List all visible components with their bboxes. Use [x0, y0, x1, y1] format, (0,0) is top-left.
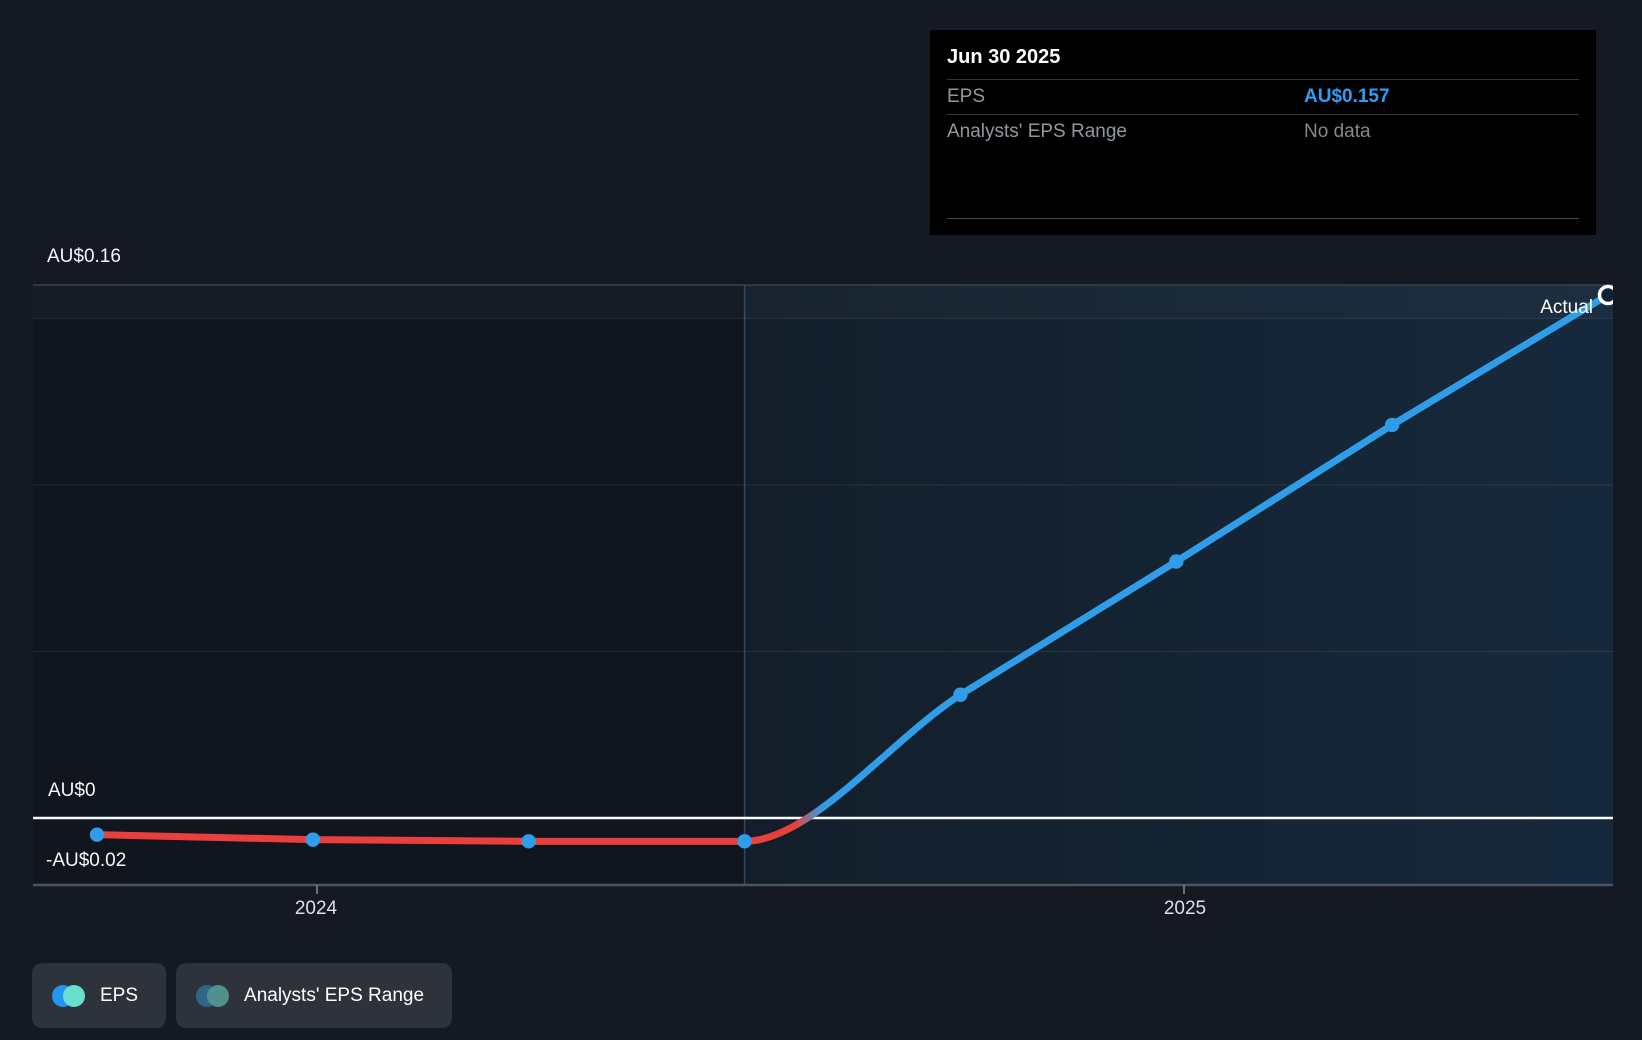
forecast-region — [744, 285, 1613, 885]
eps-data-point[interactable] — [521, 834, 536, 849]
eps-actual-end-marker[interactable] — [1597, 284, 1617, 306]
actual-annotation: Actual — [1540, 297, 1593, 318]
tooltip-date: Jun 30 2025 — [947, 30, 1579, 80]
y-axis-label-zero: AU$0 — [48, 780, 96, 801]
x-axis-label-2025: 2025 — [1163, 898, 1207, 919]
tooltip-row-eps: EPS AU$0.157 — [947, 80, 1579, 115]
eps-series-icon — [52, 984, 85, 1007]
past-region — [33, 285, 745, 885]
eps-data-point[interactable] — [305, 832, 321, 847]
tooltip: Jun 30 2025 EPS AU$0.157 Analysts' EPS R… — [930, 30, 1596, 235]
legend-item-eps[interactable]: EPS — [32, 963, 167, 1028]
eps-data-point[interactable] — [737, 834, 752, 849]
analysts-range-series-icon — [196, 984, 230, 1007]
tooltip-row-range: Analysts' EPS Range No data — [947, 115, 1579, 149]
eps-data-point[interactable] — [953, 687, 968, 702]
eps-data-point[interactable] — [1384, 417, 1400, 433]
eps-data-point[interactable] — [1169, 554, 1184, 569]
tooltip-eps-label: EPS — [947, 86, 986, 107]
legend-label-analysts-eps-range: Analysts' EPS Range — [244, 984, 425, 1006]
x-axis-label-2024: 2024 — [294, 898, 338, 919]
tooltip-range-value: No data — [1304, 121, 1371, 142]
legend-item-analysts-eps-range[interactable]: Analysts' EPS Range — [176, 963, 453, 1028]
tooltip-eps-value: AU$0.157 — [1304, 86, 1390, 107]
eps-data-point[interactable] — [89, 827, 105, 842]
y-axis-label-min: -AU$0.02 — [46, 850, 127, 871]
legend: EPS Analysts' EPS Range — [32, 963, 453, 1028]
legend-label-eps: EPS — [100, 984, 139, 1006]
tooltip-bottom-divider — [947, 218, 1579, 219]
tooltip-range-label: Analysts' EPS Range — [947, 121, 1127, 142]
y-axis-label-max: AU$0.16 — [47, 246, 121, 267]
top-band-highlight — [33, 285, 1613, 318]
